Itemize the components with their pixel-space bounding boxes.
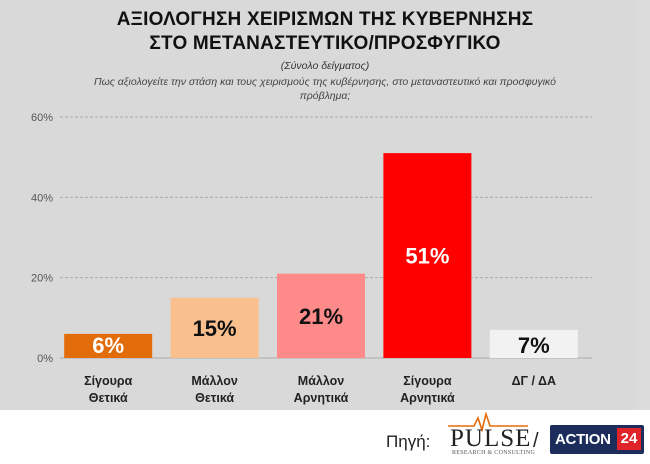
y-tick-label: 20% <box>31 273 53 285</box>
x-tick-label: Μάλλον <box>298 374 344 388</box>
y-tick-label: 40% <box>31 192 53 204</box>
chart-title-line1: ΑΞΙΟΛΟΓΗΣΗ ΧΕΙΡΙΣΜΩΝ ΤΗΣ ΚΥΒΕΡΝΗΣΗΣ <box>116 9 534 30</box>
bar-chart: 0% 20% 40% 60% 6% Σίγουρα Θετικά 15% Μάλλον Θετικ… <box>31 112 592 405</box>
y-tick-label: 0% <box>37 353 53 365</box>
pulse-logo: PULSE RESEARCH & CONSULTING <box>448 412 535 460</box>
footer <box>0 410 650 464</box>
action24-number: 24 <box>617 428 641 450</box>
pulse-name: PULSE <box>450 425 532 452</box>
action24-logo: ACTION 24 <box>550 425 644 454</box>
bar <box>64 333 153 358</box>
x-tick-label: Αρνητικά <box>400 391 455 405</box>
x-tick-label: Αρνητικά <box>294 391 349 405</box>
data-label: 51% <box>405 244 449 269</box>
x-tick-label: Μάλλον <box>191 374 237 388</box>
bar <box>489 329 578 358</box>
y-tick-label: 60% <box>31 112 53 124</box>
data-label: 7% <box>518 333 550 358</box>
x-tick-label: Σίγουρα <box>84 374 133 388</box>
x-tick-label: ΔΓ / ΔΑ <box>512 374 556 388</box>
data-label: 15% <box>193 316 237 341</box>
data-label: 21% <box>299 304 343 329</box>
source-label: Πηγή: <box>386 432 431 451</box>
x-tick-label: Θετικά <box>89 391 128 405</box>
bar <box>277 273 365 358</box>
chart-subtitle: (Σύνολο δείγματος) <box>280 60 370 72</box>
source-separator: / <box>533 430 539 452</box>
side-strip <box>636 0 650 464</box>
bar <box>170 297 259 358</box>
pulse-tagline: RESEARCH & CONSULTING <box>452 450 536 456</box>
pulse-heartbeat-icon <box>448 412 528 432</box>
action24-name: ACTION <box>555 431 611 448</box>
x-tick-label: Σίγουρα <box>403 374 452 388</box>
survey-question: Πως αξιολογείτε την στάση και τους χειρι… <box>94 76 556 102</box>
x-tick-label: Θετικά <box>195 391 234 405</box>
chart-title-line2: ΣΤΟ ΜΕΤΑΝΑΣΤΕΥΤΙΚΟ/ΠΡΟΣΦΥΓΙΚΟ <box>149 33 501 54</box>
bar <box>383 153 472 358</box>
data-label: 6% <box>92 333 124 358</box>
